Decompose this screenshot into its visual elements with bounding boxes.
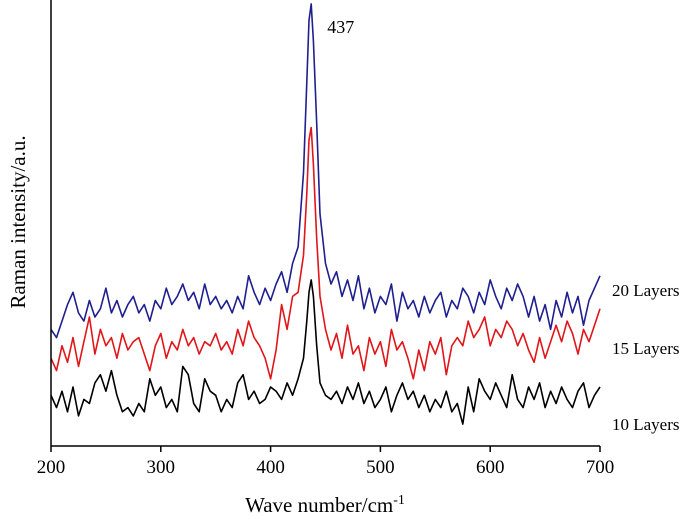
x-tick-label-4: 600 [476,457,505,478]
series-line-1 [50,126,601,380]
x-tick-label-2: 400 [256,457,285,478]
x-axis-title: Wave number/cm-1 [245,493,405,517]
series-labels: 10 Layers 15 Layers 20 Layers [612,281,680,434]
x-tick-label-1: 300 [147,457,176,478]
x-tick-label-3: 500 [366,457,395,478]
plot-lines [50,3,601,425]
series-label-0: 10 Layers [612,415,680,434]
series-line-0 [50,279,601,425]
x-axis-title-superscript: -1 [393,493,405,508]
x-axis-title-text: Wave number/cm [245,493,393,517]
x-ticks: 200 300 400 500 600 700 [37,446,615,478]
series-label-2: 20 Layers [612,281,680,300]
peak-annotation: 437 [327,17,354,37]
x-tick-label-5: 700 [586,457,615,478]
series-line-2 [50,3,601,339]
x-tick-label-0: 200 [37,457,66,478]
series-label-1: 15 Layers [612,339,680,358]
y-axis-title: Raman intensity/a.u. [6,135,30,308]
